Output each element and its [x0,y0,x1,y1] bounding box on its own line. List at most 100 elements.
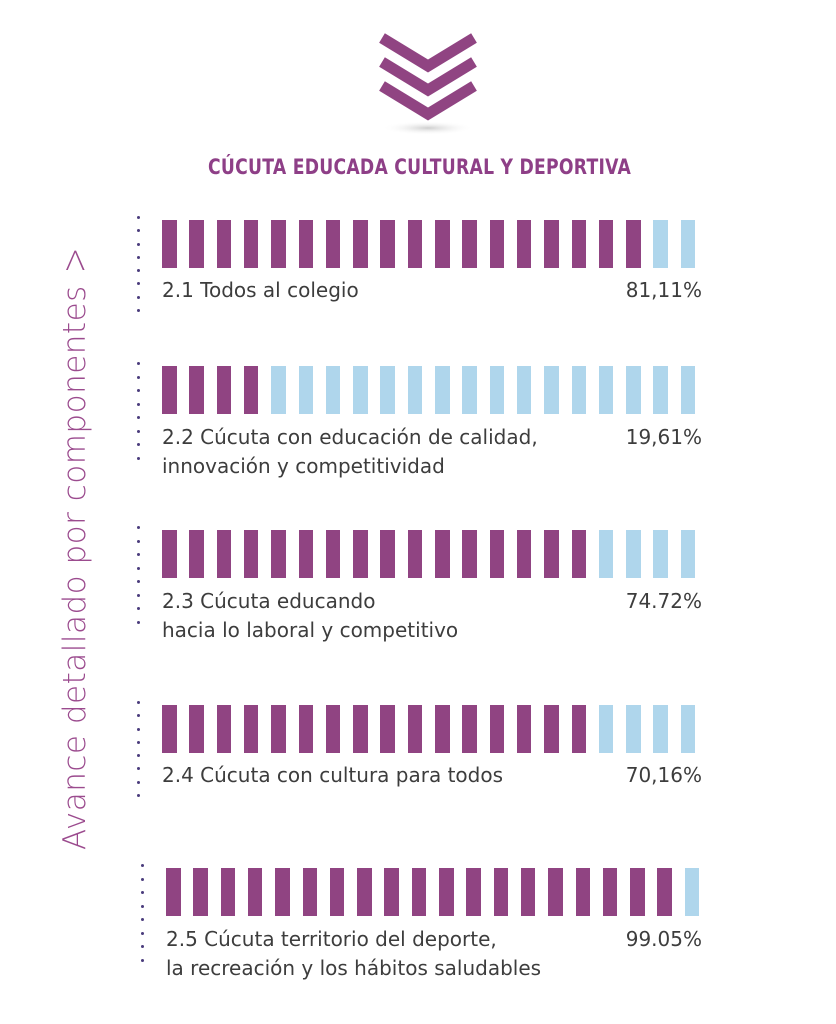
category-label-line: 2.1 Todos al colegio [162,278,359,302]
bar-segment-filled [243,220,259,268]
bar-segment-filled [220,868,236,916]
bar-segment-empty [353,366,368,414]
value-label: 81,11% [625,278,702,302]
guide-dot [141,958,144,962]
bar-segment-filled [380,220,395,268]
bar-segment-empty [516,366,532,414]
bar-segment-filled [353,705,368,753]
guide-dot [137,714,140,718]
guide-dot [137,539,140,543]
bar-segment-filled [271,530,286,578]
bar-segment-empty [680,705,696,753]
bar-segment-filled [162,705,177,753]
guide-dot [137,242,140,246]
bar-segment-empty [325,366,341,414]
bar-segment-empty [653,530,668,578]
guide-dot [141,945,144,949]
bar-segment-filled [162,220,177,268]
bar-segment-filled [630,868,645,916]
bar-segment-filled [462,220,477,268]
value-label: 19,61% [625,425,702,449]
guide-dot [137,402,140,406]
guide-dot [137,754,140,758]
value-label: 70,16% [625,763,702,787]
guide-dot [141,864,144,867]
bar-segment-empty [489,366,505,414]
bar-segment-filled [493,868,509,916]
guide-dot [137,780,140,784]
guide-dot [141,931,144,935]
bar-segment-filled [462,530,477,578]
guide-dot [137,216,140,219]
category-label-line: la recreación y los hábitos saludables [166,956,542,980]
side-label-arrow-icon: > [53,246,97,274]
bar-segment-filled [462,705,477,753]
bar-segment-filled [298,705,313,753]
bar-segment-filled [353,530,368,578]
bar-segment-filled [407,705,423,753]
category-label-line: 2.5 Cúcuta territorio del deporte, [166,927,497,951]
guide-dot [141,918,144,922]
guide-dot [137,701,140,704]
category-label: 2.1 Todos al colegio [162,276,359,305]
guide-dot [137,566,140,570]
bar-segment-empty [380,366,395,414]
bar-segment-filled [544,530,559,578]
bar-segment-filled [189,705,204,753]
bar-segment-empty [680,220,696,268]
bar-segment-filled [216,705,232,753]
guide-dot [137,526,140,529]
bar-segment-filled [571,530,586,578]
bar-segment-filled [275,868,290,916]
bar-segment-empty [435,366,450,414]
category-label-line: hacia lo laboral y competitivo [162,618,459,642]
bar-segment-empty [626,530,641,578]
bar-segment-filled [302,868,317,916]
triple-chevron-down-icon [379,33,477,135]
bar-segment-filled [243,366,259,414]
bar-segment-filled [439,868,454,916]
guide-dot [137,456,140,460]
guide-dot [141,891,144,895]
guide-dot [137,740,140,744]
guide-dot [137,295,140,299]
dotted-guide [137,701,140,797]
guide-dot [137,269,140,273]
category-label-line: 2.3 Cúcuta educando [162,589,376,613]
bar-segment-filled [247,868,263,916]
category-label: 2.2 Cúcuta con educación de calidad, inno… [162,423,538,481]
bar-segment-filled [216,220,232,268]
category-label-line: 2.2 Cúcuta con educación de calidad, [162,425,538,449]
guide-dot [137,282,140,286]
bar-segment-filled [520,868,536,916]
bar-segment-empty [680,366,696,414]
guide-dot [141,877,144,881]
dotted-guide [137,526,140,624]
guide-dot [137,429,140,433]
bar-segment-filled [380,705,395,753]
guide-dot [137,580,140,584]
bar-segment-empty [653,366,668,414]
bar-segment-filled [162,530,177,578]
bar-segment-filled [516,705,532,753]
category-label: 2.5 Cúcuta territorio del deporte, la rec… [166,925,541,983]
bar-segment-empty [598,366,614,414]
bar-segment-filled [411,868,427,916]
bar-segment-empty [653,220,668,268]
bar-segment-filled [626,220,641,268]
chart-title: CÚCUTA EDUCADA CULTURAL Y DEPORTIVA [208,155,632,179]
guide-dot [137,727,140,731]
category-label: 2.3 Cúcuta educando hacia lo laboral y co… [162,587,458,645]
value-label: 99.05% [625,927,702,951]
bar-segment-empty [598,530,614,578]
bar-segment-filled [271,220,286,268]
bar-segment-empty [653,705,668,753]
bar-segment-filled [489,530,505,578]
guide-dot [137,767,140,771]
bar-segment-empty [462,366,477,414]
side-label-text: Avance detallado por componentes [57,285,93,850]
guide-dot [137,553,140,557]
guide-dot [137,375,140,379]
bar-segment-filled [325,705,341,753]
bar-segment-filled [325,530,341,578]
